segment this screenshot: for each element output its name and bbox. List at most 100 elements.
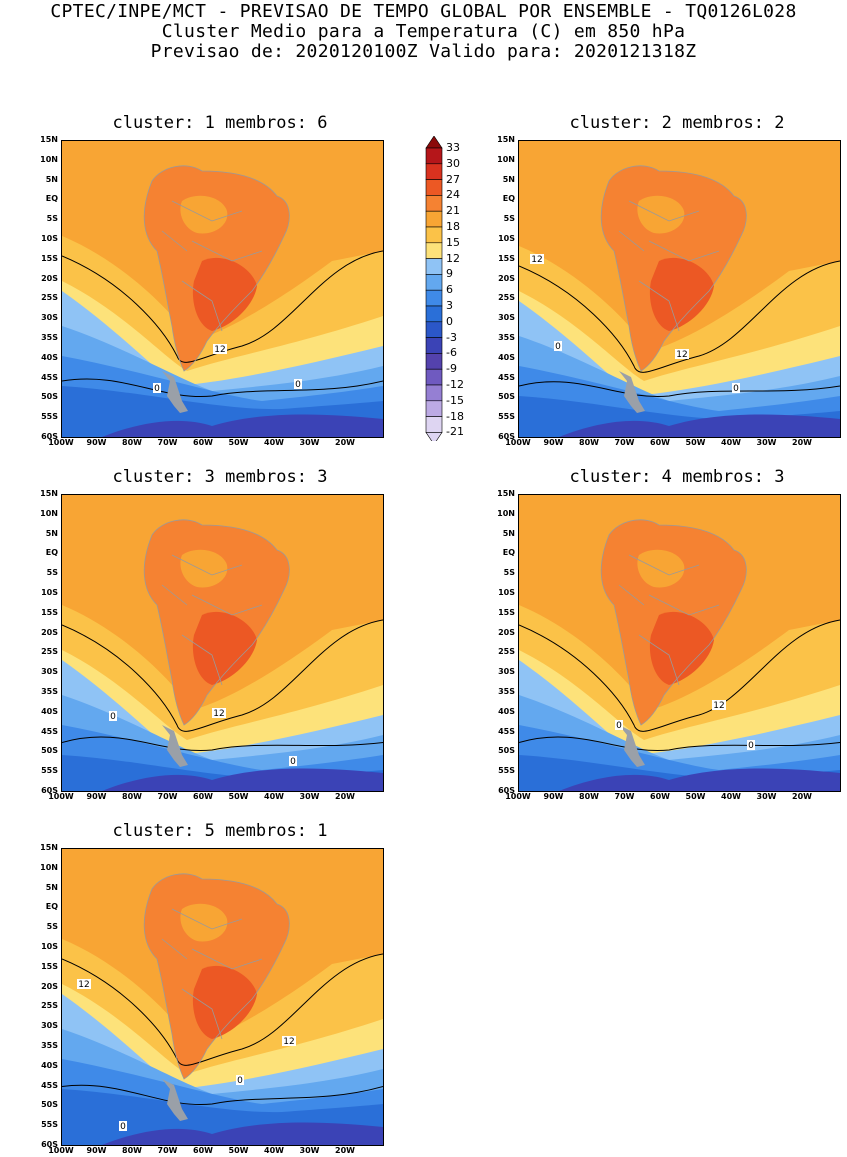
colorbar-label: -9 xyxy=(446,362,457,376)
lat-tick-label: 10N xyxy=(40,862,58,872)
country-borders xyxy=(143,519,290,726)
lat-tick-label: 10N xyxy=(40,508,58,518)
lat-tick-label: 55S xyxy=(41,412,58,422)
lat-tick-label: 15S xyxy=(41,607,58,617)
lon-tick-label: 40W xyxy=(721,792,741,801)
contour-label: 0 xyxy=(109,711,117,722)
contour-label: 12 xyxy=(675,349,689,360)
contour-label: 0 xyxy=(554,341,562,352)
lat-tick-label: EQ xyxy=(502,548,515,558)
colorbar-label: 9 xyxy=(446,267,453,281)
lon-tick-label: 30W xyxy=(299,792,320,801)
colorbar-swatch xyxy=(425,337,443,354)
lat-tick-label: 40S xyxy=(41,1060,58,1070)
map-cluster-4: 12 0 0 xyxy=(518,494,841,792)
lon-tick-label: 20W xyxy=(335,438,355,447)
lat-tick-label: 10S xyxy=(41,588,58,597)
country-borders xyxy=(143,165,290,372)
map-canvas: 12 0 0 xyxy=(62,141,383,437)
temp-field-amazon xyxy=(637,549,685,588)
lon-tick-label: 100W xyxy=(505,438,531,447)
lon-tick-label: 50W xyxy=(228,792,249,801)
lon-tick-label: 100W xyxy=(505,792,531,801)
lon-tick-label: 40W xyxy=(264,792,284,801)
map-canvas: 12 12 0 0 xyxy=(519,141,840,437)
country-borders xyxy=(600,165,747,372)
lat-tick-label: 30S xyxy=(498,667,515,677)
svg-text:0: 0 xyxy=(120,1122,126,1132)
patagonia-land xyxy=(619,725,645,767)
lat-tick-label: 15N xyxy=(40,489,58,498)
map-cluster-1: 12 0 0 xyxy=(61,140,384,438)
lon-tick-label: 40W xyxy=(264,1146,284,1155)
map-canvas: 12 0 0 xyxy=(62,495,383,791)
lat-tick-label: 55S xyxy=(41,766,58,776)
lat-tick-label: 25S xyxy=(41,647,58,657)
svg-text:12: 12 xyxy=(531,255,542,265)
lon-tick-label: 90W xyxy=(543,438,564,447)
lat-tick-label: 15S xyxy=(41,961,58,971)
lat-tick-label: 15S xyxy=(41,253,58,263)
lat-tick-label: 5S xyxy=(503,568,515,578)
svg-text:12: 12 xyxy=(78,980,89,990)
temp-field-hot-24 xyxy=(192,965,257,1039)
colorbar-swatches xyxy=(425,136,443,441)
lat-tick-label: 5S xyxy=(46,214,58,224)
colorbar-swatch xyxy=(425,147,443,165)
contour-label: 12 xyxy=(212,708,226,719)
lon-tick-label: 50W xyxy=(228,1146,249,1155)
lat-tick-label: 40S xyxy=(41,706,58,716)
contour-12 xyxy=(519,619,840,732)
colorbar-label: 24 xyxy=(446,188,460,202)
lat-tick-label: 60S xyxy=(41,432,58,441)
colorbar-label: 27 xyxy=(446,172,460,186)
lon-tick-label: 30W xyxy=(299,438,320,447)
lat-tick-label: 55S xyxy=(498,412,515,422)
map-cluster-5: 12 12 0 0 xyxy=(61,848,384,1146)
lat-tick-label: EQ xyxy=(45,548,58,558)
colorbar-swatch xyxy=(425,274,443,291)
temp-field-hot-24 xyxy=(192,611,257,685)
lat-tick-label: 55S xyxy=(41,1120,58,1130)
lon-tick-label: 50W xyxy=(685,438,706,447)
lat-tick-label: 40S xyxy=(498,706,515,716)
lon-tick-label: 70W xyxy=(157,792,178,801)
contour-label: 12 xyxy=(282,1036,296,1047)
lat-tick-label: 20S xyxy=(41,627,58,637)
lon-tick-label: 30W xyxy=(756,438,777,447)
contour-0 xyxy=(62,736,383,752)
lat-tick-label: 45S xyxy=(41,726,58,736)
lat-tick-label: 15N xyxy=(40,135,58,144)
colorbar-swatch xyxy=(425,242,443,259)
lat-tick-label: 50S xyxy=(498,746,515,756)
country-borders xyxy=(143,873,290,1080)
figure-title-line2: Cluster Medio para a Temperatura (C) em … xyxy=(161,21,686,42)
temp-band-cold xyxy=(102,768,383,791)
svg-text:12: 12 xyxy=(283,1037,294,1047)
contour-0 xyxy=(62,378,383,398)
map-canvas: 12 12 0 0 xyxy=(62,849,383,1145)
lat-tick-label: 5N xyxy=(45,882,58,892)
lat-tick-label: 60S xyxy=(498,786,515,795)
lat-tick-label: 60S xyxy=(498,432,515,441)
lat-tick-label: 15N xyxy=(497,489,515,498)
figure-title-line3: Previsao de: 2020120100Z Valido para: 20… xyxy=(150,41,697,62)
lat-tick-label: 10S xyxy=(41,234,58,243)
lat-tick-label: 10N xyxy=(497,154,515,164)
temp-field-amazon xyxy=(180,903,228,942)
lon-tick-label: 60W xyxy=(193,1146,213,1155)
temp-band-cold xyxy=(102,414,383,437)
lat-tick-label: 30S xyxy=(41,313,58,323)
lat-tick-label: 35S xyxy=(498,687,515,696)
patagonia-land xyxy=(162,371,188,413)
lon-tick-label: 70W xyxy=(157,1146,178,1155)
lon-tick-label: 80W xyxy=(579,438,599,447)
lon-tick-label: 80W xyxy=(579,792,599,801)
panel-title: cluster: 3 membros: 3 xyxy=(112,467,328,487)
lon-tick-label: 40W xyxy=(264,438,284,447)
contour-12 xyxy=(62,619,383,732)
figure-title-line1: CPTEC/INPE/MCT - PREVISAO DE TEMPO GLOBA… xyxy=(50,1,797,22)
svg-text:0: 0 xyxy=(290,757,296,767)
temp-band-cold xyxy=(102,1122,383,1145)
svg-text:0: 0 xyxy=(237,1076,243,1086)
